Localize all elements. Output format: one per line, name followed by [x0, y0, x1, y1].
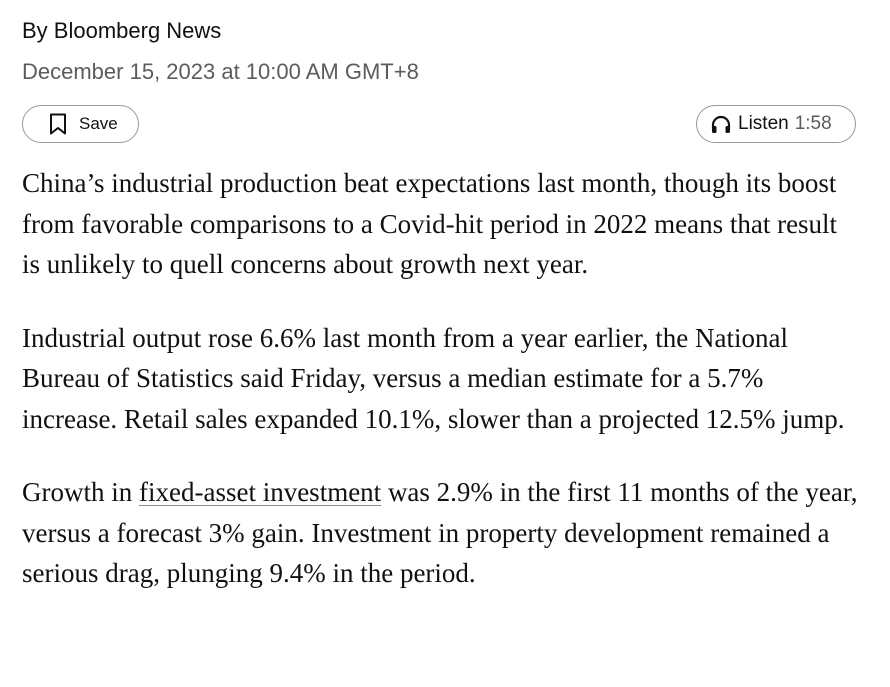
paragraph-text: was 2.9% in the first 11 months of the y…: [22, 477, 858, 588]
paragraph: Growth in fixed-asset investment was 2.9…: [22, 472, 860, 594]
paragraph: Industrial output rose 6.6% last month f…: [22, 322, 845, 434]
headphones-icon: [710, 114, 732, 134]
listen-button[interactable]: Listen 1:58: [696, 105, 856, 143]
publish-date: December 15, 2023 at 10:00 AM GMT+8: [22, 59, 419, 84]
fixed-asset-investment-link[interactable]: fixed-asset investment: [139, 477, 382, 507]
save-button-label: Save: [79, 114, 118, 133]
byline: By Bloomberg News: [22, 18, 222, 43]
article-body: China’s industrial production beat expec…: [22, 163, 860, 627]
paragraph: China’s industrial production beat expec…: [22, 168, 838, 279]
audio-duration: 1:58: [794, 113, 832, 134]
save-button[interactable]: Save: [22, 105, 139, 143]
listen-button-label: Listen: [738, 113, 789, 134]
bookmark-icon: [49, 113, 67, 135]
paragraph-text: Growth in: [22, 477, 139, 507]
